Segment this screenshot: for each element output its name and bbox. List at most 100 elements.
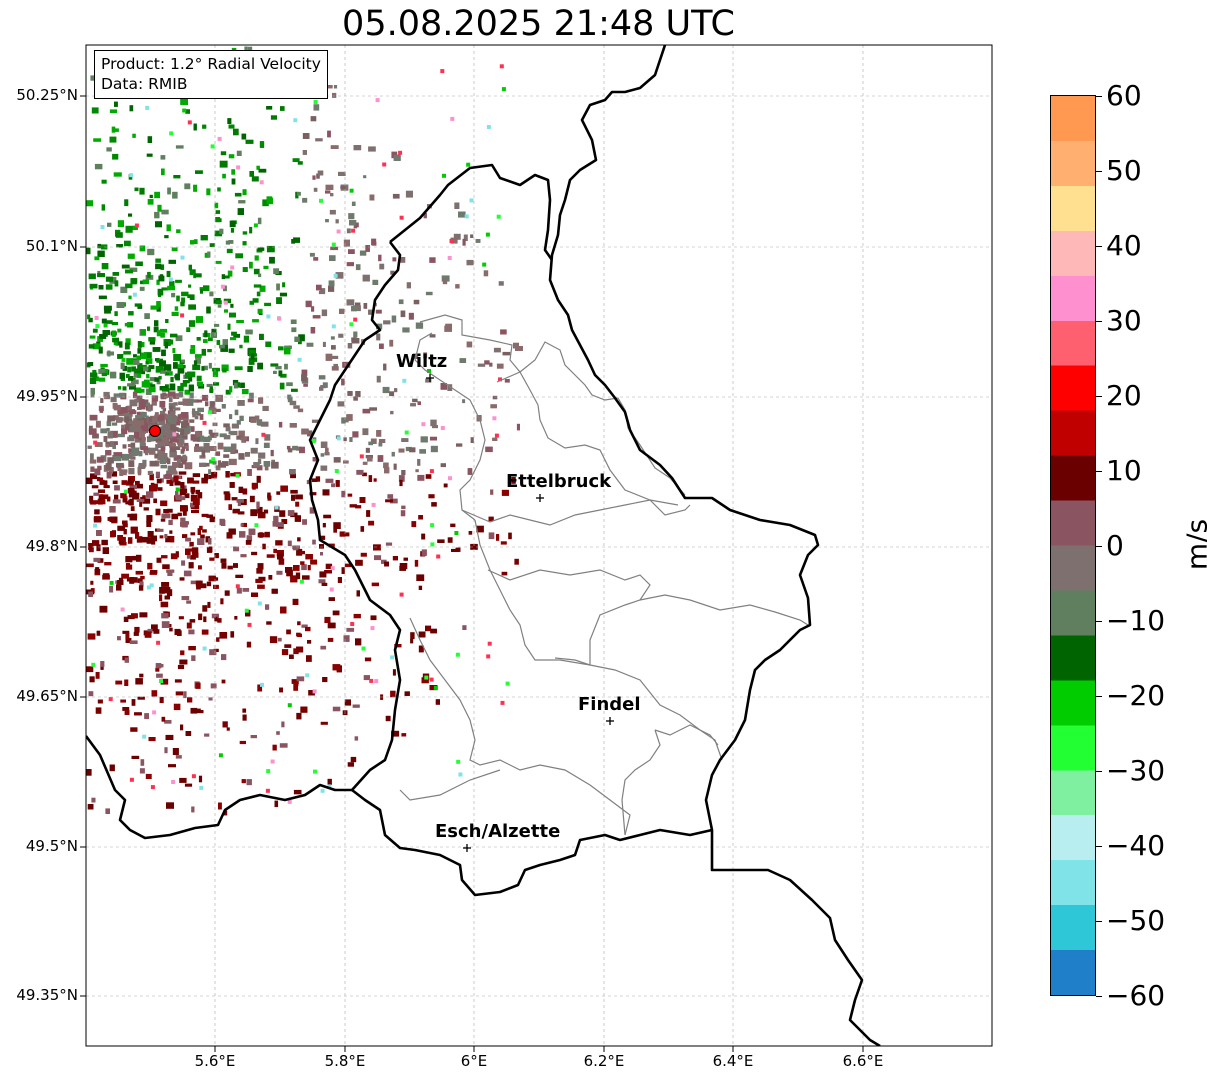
echo-pixel [137, 415, 145, 422]
echo-pixel [424, 675, 429, 680]
echo-pixel [406, 282, 411, 289]
echo-pixel [208, 546, 213, 553]
echo-pixel [185, 548, 191, 555]
echo-pixel [125, 422, 132, 429]
echo-pixel [237, 499, 241, 507]
echo-pixel [137, 363, 143, 370]
echo-pixel [192, 364, 201, 371]
echo-pixel [167, 187, 171, 195]
echo-pixel [335, 219, 339, 224]
echo-pixel [291, 679, 299, 684]
echo-pixel [219, 518, 225, 526]
echo-pixel [319, 386, 324, 391]
echo-pixel [198, 565, 202, 570]
echo-pixel [451, 548, 459, 552]
echo-pixel [155, 263, 162, 270]
echo-pixel [443, 483, 448, 488]
echo-pixel [238, 430, 245, 437]
echo-pixel [139, 673, 144, 678]
echo-pixel [175, 755, 182, 759]
echo-pixel [190, 345, 196, 349]
echo-pixel [203, 616, 207, 623]
echo-pixel [95, 707, 102, 714]
echo-pixel [236, 420, 241, 425]
echo-pixel [162, 438, 167, 445]
echo-pixel [272, 521, 279, 527]
echo-pixel [160, 464, 167, 469]
echo-pixel [301, 428, 309, 435]
echo-pixel [109, 585, 114, 593]
echo-pixel [170, 333, 178, 338]
echo-pixel [320, 552, 323, 556]
echo-pixel [225, 240, 230, 245]
echo-pixel [181, 421, 188, 429]
echo-pixel [171, 247, 178, 252]
echo-pixel [193, 360, 198, 366]
echo-pixel [136, 420, 145, 426]
echo-pixel [332, 706, 341, 712]
echo-pixel [142, 428, 149, 432]
echo-pixel [312, 539, 316, 545]
echo-pixel [129, 105, 134, 112]
echo-pixel [429, 469, 434, 474]
echo-pixel [243, 335, 249, 343]
echo-pixel [166, 802, 174, 809]
echo-pixel [458, 772, 463, 777]
echo-pixel [245, 540, 252, 545]
velocity-colorbar [1050, 95, 1096, 996]
echo-pixel [265, 341, 272, 347]
echo-pixel [136, 425, 141, 433]
echo-pixel [462, 238, 466, 246]
echo-pixel [235, 574, 244, 578]
echo-pixel [295, 191, 299, 199]
echo-pixel [133, 354, 137, 358]
echo-pixel [403, 557, 408, 561]
echo-pixel [490, 489, 494, 495]
echo-pixel [191, 547, 199, 554]
echo-pixel [123, 529, 127, 535]
echo-pixel [192, 436, 201, 442]
echo-pixel [290, 319, 297, 324]
echo-pixel [362, 428, 369, 436]
echo-pixel [220, 284, 225, 289]
echo-pixel [157, 433, 164, 439]
echo-pixel [309, 492, 317, 496]
echo-pixel [256, 475, 261, 483]
echo-pixel [138, 585, 144, 591]
echo-pixel [257, 563, 264, 570]
echo-pixel [419, 449, 426, 454]
echo-pixel [183, 570, 192, 577]
echo-pixel [418, 631, 426, 638]
echo-pixel [374, 555, 382, 561]
echo-pixel [302, 575, 310, 580]
echo-pixel [158, 275, 165, 282]
echo-pixel [378, 439, 386, 443]
colorbar-tick-label: −30 [1106, 754, 1166, 787]
echo-pixel [354, 736, 359, 741]
echo-pixel [251, 551, 258, 556]
echo-pixel [164, 371, 173, 376]
echo-pixel [98, 295, 107, 300]
echo-pixel [114, 311, 118, 317]
echo-pixel [163, 423, 168, 430]
echo-pixel [167, 572, 173, 576]
echo-pixel [88, 362, 94, 366]
echo-pixel [137, 341, 142, 348]
echo-pixel [241, 133, 247, 140]
echo-pixel [485, 446, 493, 453]
echo-pixel [325, 563, 333, 569]
map-title: 05.08.2025 21:48 UTC [342, 4, 735, 44]
echo-pixel [385, 542, 393, 546]
echo-pixel [286, 569, 293, 577]
echo-pixel [155, 221, 162, 228]
echo-pixel [211, 457, 216, 462]
echo-pixel [496, 534, 500, 541]
echo-pixel [287, 799, 292, 804]
echo-pixel [207, 349, 212, 353]
echo-pixel [317, 170, 324, 176]
echo-pixel [102, 330, 110, 335]
echo-pixel [181, 596, 190, 601]
echo-pixel [341, 567, 345, 574]
echo-pixel [315, 476, 321, 482]
echo-pixel [121, 424, 125, 432]
